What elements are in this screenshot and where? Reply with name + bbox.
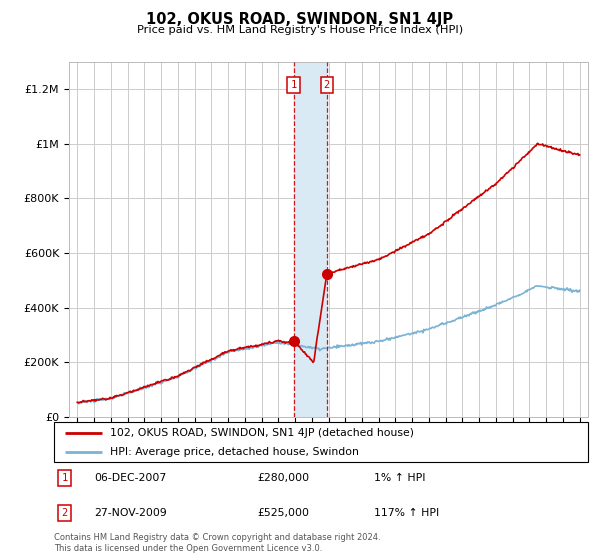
Text: 1: 1 [290, 80, 297, 90]
Text: 2: 2 [324, 80, 330, 90]
Text: 27-NOV-2009: 27-NOV-2009 [94, 508, 167, 518]
Bar [293, 62, 327, 417]
FancyBboxPatch shape [54, 422, 588, 462]
Text: 1% ↑ HPI: 1% ↑ HPI [374, 473, 426, 483]
Text: Contains HM Land Registry data © Crown copyright and database right 2024.
This d: Contains HM Land Registry data © Crown c… [54, 533, 380, 553]
Text: Price paid vs. HM Land Registry's House Price Index (HPI): Price paid vs. HM Land Registry's House … [137, 25, 463, 35]
Text: 102, OKUS ROAD, SWINDON, SN1 4JP: 102, OKUS ROAD, SWINDON, SN1 4JP [146, 12, 454, 27]
Text: 06-DEC-2007: 06-DEC-2007 [94, 473, 166, 483]
Text: £525,000: £525,000 [257, 508, 309, 518]
Text: 2: 2 [62, 508, 68, 518]
Text: £280,000: £280,000 [257, 473, 309, 483]
Text: 102, OKUS ROAD, SWINDON, SN1 4JP (detached house): 102, OKUS ROAD, SWINDON, SN1 4JP (detach… [110, 428, 414, 438]
Text: HPI: Average price, detached house, Swindon: HPI: Average price, detached house, Swin… [110, 447, 359, 457]
Text: 117% ↑ HPI: 117% ↑ HPI [374, 508, 440, 518]
Text: 1: 1 [62, 473, 68, 483]
